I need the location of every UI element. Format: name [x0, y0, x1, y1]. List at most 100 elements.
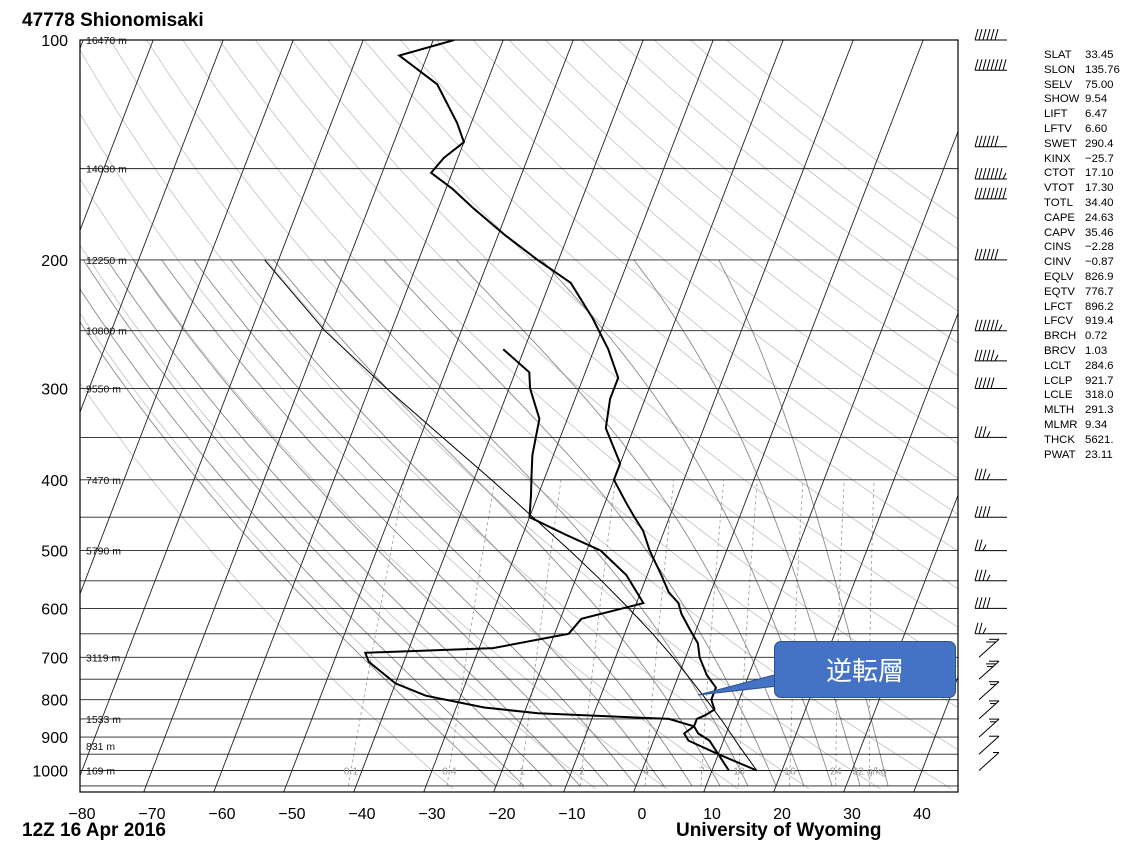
index-row: CINS −2.28: [1044, 240, 1120, 255]
index-row: SWET 290.4: [1044, 137, 1120, 152]
pressure-tick-label: 100: [41, 33, 68, 50]
index-row: MLTH 291.3: [1044, 403, 1120, 418]
pressure-tick-label: 900: [41, 730, 68, 747]
pressure-tick-label: 700: [41, 650, 68, 667]
index-key: TOTL: [1044, 196, 1073, 209]
mixing-ratio-label: 32 g/kg: [852, 766, 887, 778]
series-layer: [264, 40, 758, 772]
isotherm: [143, 40, 434, 792]
index-key: LFCV: [1044, 315, 1074, 328]
wind-barb: [978, 735, 1000, 755]
pressure-tick-label: 1000: [32, 764, 68, 781]
index-row: CTOT 17.10: [1044, 166, 1120, 181]
grid-layer: [80, 40, 958, 792]
wind-barb: [974, 59, 1007, 71]
index-key: LCLP: [1044, 374, 1073, 387]
index-key: SLON: [1044, 63, 1076, 76]
index-key: LIFT: [1044, 108, 1068, 121]
wind-barb: [974, 248, 1007, 261]
index-key: CINV: [1044, 256, 1072, 269]
index-row: SLON 135.76: [1044, 63, 1120, 78]
dry-adiabat: [218, 40, 958, 709]
height-label: 3119 m: [86, 652, 120, 664]
wind-barb: [978, 638, 1000, 658]
index-value: 919.4: [1085, 315, 1114, 328]
temperature-tick-label: −40: [348, 806, 375, 823]
index-row: EQTV 776.7: [1044, 285, 1120, 300]
temperature-tick-label: 40: [913, 806, 931, 823]
moist-adiabat: [161, 259, 637, 787]
moist-adiabat: [193, 259, 665, 787]
index-value: −2.28: [1085, 241, 1114, 254]
index-key: CINS: [1044, 241, 1072, 254]
wind-barb: [974, 135, 1007, 148]
mixing-ratio-label: 10: [733, 766, 745, 778]
index-value: 5621.: [1085, 433, 1114, 446]
dry-adiabat: [363, 40, 958, 552]
isotherm: [353, 40, 644, 792]
dry-adiabat: [508, 40, 958, 410]
index-value: 9.34: [1085, 418, 1108, 431]
isotherm: [703, 130, 958, 792]
moist-adiabat: [83, 259, 553, 787]
temperature-tick-label: 30: [843, 806, 861, 823]
wind-barb: [978, 660, 1000, 680]
index-value: −0.87: [1085, 256, 1114, 269]
index-key: LFTV: [1044, 122, 1072, 135]
temperature-tick-label: −60: [208, 806, 235, 823]
height-label: 9550 m: [86, 384, 121, 396]
index-key: CAPV: [1044, 226, 1076, 239]
index-key: BRCH: [1044, 330, 1077, 343]
moist-adiabat: [541, 259, 833, 787]
temperature-tick-label: −70: [138, 806, 165, 823]
mixing-ratio-line: [835, 479, 845, 786]
temperature-tick-label: 10: [703, 806, 721, 823]
index-value: 23.11: [1085, 448, 1113, 461]
dewpoint-line: [363, 348, 730, 772]
dry-adiabat: [327, 40, 958, 590]
index-row: MLMR 9.34: [1044, 418, 1120, 433]
index-value: 1.03: [1085, 344, 1108, 357]
wind-barb: [974, 349, 1007, 362]
moist-adiabat: [455, 259, 805, 787]
moist-adiabat: [230, 259, 693, 787]
height-label: 169 m: [86, 766, 115, 778]
wind-barb: [974, 28, 1007, 41]
wind-barb: [974, 468, 1007, 481]
index-key: SLAT: [1044, 49, 1072, 61]
dry-adiabat: [400, 40, 958, 515]
height-label: 14030 m: [86, 164, 127, 176]
index-value: 35.46: [1085, 226, 1114, 239]
pressure-tick-label: 400: [41, 473, 68, 490]
index-key: PWAT: [1044, 448, 1076, 461]
credit-label: University of Wyoming: [676, 820, 882, 841]
dry-adiabat: [255, 40, 958, 668]
index-value: 0.72: [1085, 330, 1108, 343]
moist-adiabat: [323, 259, 749, 787]
wind-barb: [974, 187, 1007, 200]
index-row: THCK 5621.: [1044, 433, 1120, 448]
index-value: 135.76: [1085, 63, 1120, 76]
index-row: SHOW 9.54: [1044, 92, 1120, 107]
index-value: 6.47: [1085, 108, 1108, 121]
index-key: LCLE: [1044, 389, 1073, 402]
index-key: SWET: [1044, 137, 1077, 150]
index-value: −25.7: [1085, 152, 1114, 165]
stability-indices-table: SLAT 33.45 SLON 135.76 SELV 75.00 SHOW 9.54 LIFT…: [1044, 48, 1120, 462]
index-value: 34.40: [1085, 196, 1114, 209]
temperature-tick-label: 20: [773, 806, 791, 823]
index-row: TOTL 34.40: [1044, 196, 1120, 211]
wind-barb: [974, 622, 1007, 635]
index-row: LFTV 6.60: [1044, 122, 1120, 137]
height-label: 7470 m: [86, 475, 121, 487]
moist-adiabat: [273, 259, 721, 787]
index-key: VTOT: [1044, 182, 1075, 195]
mixing-ratio-line: [868, 479, 875, 786]
sounding-datetime: 12Z 16 Apr 2016: [22, 820, 166, 841]
index-key: SELV: [1044, 78, 1073, 91]
index-value: 290.4: [1085, 137, 1114, 150]
index-row: SELV 75.00: [1044, 78, 1120, 93]
index-key: BRCV: [1044, 344, 1076, 357]
moist-adiabat: [383, 259, 777, 787]
wind-barb: [974, 426, 1007, 438]
